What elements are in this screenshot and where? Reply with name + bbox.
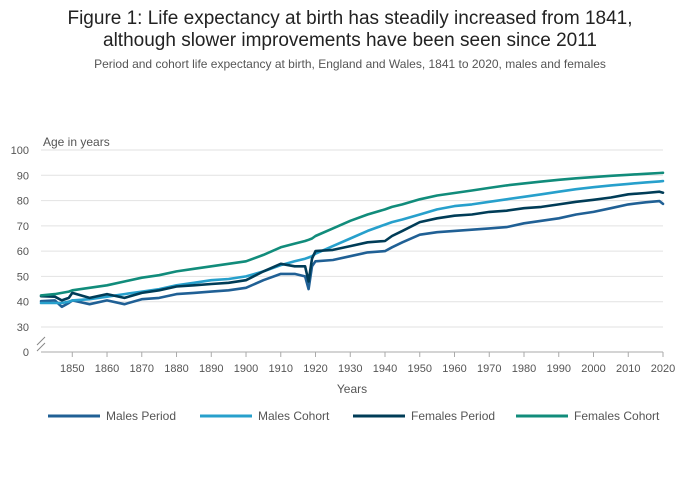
- legend-label-males-cohort: Males Cohort: [258, 409, 330, 423]
- legend-label-females-period: Females Period: [411, 409, 495, 423]
- series-line-males-cohort: [39, 179, 665, 305]
- chart-subtitle: Period and cohort life expectancy at bir…: [94, 57, 606, 71]
- x-tick-label-1930: 1930: [338, 363, 362, 375]
- chart-title-line-2: although slower improvements have been s…: [103, 30, 597, 51]
- x-tick-label-2000: 2000: [581, 363, 605, 375]
- x-tick-label-2010: 2010: [616, 363, 640, 375]
- x-tick-label-1870: 1870: [130, 363, 154, 375]
- x-tick-label-1910: 1910: [269, 363, 293, 375]
- series-line-females-period: [39, 190, 665, 302]
- x-tick-label-1860: 1860: [95, 363, 119, 375]
- y-tick-label-40: 40: [17, 297, 29, 309]
- x-tick-label-1850: 1850: [60, 363, 84, 375]
- y-tick-label-30: 30: [17, 322, 29, 334]
- x-tick-label-1990: 1990: [547, 363, 571, 375]
- series-line-females-cohort: [39, 171, 665, 297]
- y-tick-label-100: 100: [11, 145, 29, 157]
- x-tick-label-1970: 1970: [477, 363, 501, 375]
- legend-label-males-period: Males Period: [106, 409, 176, 423]
- legend-label-females-cohort: Females Cohort: [574, 409, 660, 423]
- x-tick-label-1950: 1950: [408, 363, 432, 375]
- y-tick-label-50: 50: [17, 271, 29, 283]
- x-tick-label-1960: 1960: [442, 363, 466, 375]
- chart-title-line-1: Figure 1: Life expectancy at birth has s…: [67, 8, 633, 29]
- y-tick-label-70: 70: [17, 221, 29, 233]
- y-tick-label-80: 80: [17, 196, 29, 208]
- y-tick-label-0: 0: [23, 347, 29, 359]
- x-axis-title: Years: [337, 382, 367, 396]
- series-line-males-period: [39, 199, 665, 309]
- x-tick-label-1880: 1880: [164, 363, 188, 375]
- x-tick-label-1900: 1900: [234, 363, 258, 375]
- x-tick-label-1920: 1920: [303, 363, 327, 375]
- x-tick-label-1890: 1890: [199, 363, 223, 375]
- axis-break-marker: [36, 336, 46, 352]
- y-tick-label-60: 60: [17, 246, 29, 258]
- x-tick-label-2020: 2020: [651, 363, 675, 375]
- x-tick-label-1980: 1980: [512, 363, 536, 375]
- x-tick-label-1940: 1940: [373, 363, 397, 375]
- y-tick-label-90: 90: [17, 170, 29, 182]
- y-axis-title: Age in years: [43, 135, 110, 149]
